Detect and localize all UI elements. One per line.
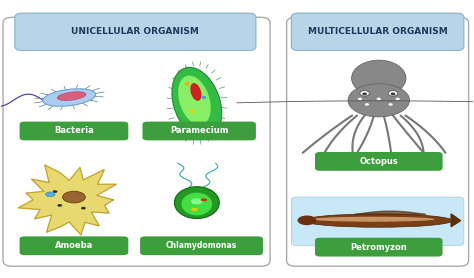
FancyBboxPatch shape	[287, 17, 469, 266]
Text: Chlamydomonas: Chlamydomonas	[166, 241, 237, 250]
Ellipse shape	[57, 92, 86, 100]
Text: Bacteria: Bacteria	[54, 126, 94, 135]
Ellipse shape	[348, 84, 410, 117]
FancyBboxPatch shape	[3, 17, 270, 266]
Ellipse shape	[362, 93, 367, 95]
Ellipse shape	[312, 217, 435, 222]
Ellipse shape	[53, 190, 57, 193]
Ellipse shape	[365, 103, 369, 106]
Text: Petromyzon: Petromyzon	[350, 243, 407, 252]
FancyBboxPatch shape	[292, 197, 464, 245]
Ellipse shape	[377, 98, 381, 100]
Ellipse shape	[182, 193, 212, 215]
Ellipse shape	[388, 91, 398, 96]
Ellipse shape	[178, 76, 211, 125]
Ellipse shape	[57, 204, 62, 207]
Text: Paramecium: Paramecium	[170, 126, 228, 135]
Ellipse shape	[185, 82, 190, 85]
Ellipse shape	[389, 103, 393, 106]
Polygon shape	[18, 165, 116, 235]
FancyBboxPatch shape	[140, 236, 263, 255]
Polygon shape	[451, 214, 461, 227]
Text: Octopus: Octopus	[359, 157, 398, 166]
Ellipse shape	[352, 60, 406, 96]
Ellipse shape	[201, 198, 207, 201]
Ellipse shape	[303, 214, 452, 227]
Ellipse shape	[190, 110, 194, 113]
FancyBboxPatch shape	[143, 121, 256, 140]
Ellipse shape	[201, 96, 206, 99]
FancyBboxPatch shape	[19, 121, 128, 140]
Text: UNICELLULAR ORGANISM: UNICELLULAR ORGANISM	[72, 27, 200, 36]
Ellipse shape	[63, 191, 85, 203]
Ellipse shape	[190, 83, 201, 101]
FancyBboxPatch shape	[292, 13, 464, 51]
FancyBboxPatch shape	[15, 13, 256, 51]
Ellipse shape	[191, 208, 198, 211]
Ellipse shape	[360, 91, 369, 96]
Ellipse shape	[191, 198, 203, 204]
Ellipse shape	[174, 187, 219, 219]
Ellipse shape	[199, 123, 204, 127]
Ellipse shape	[172, 67, 222, 139]
FancyBboxPatch shape	[315, 152, 443, 171]
Text: Amoeba: Amoeba	[55, 241, 93, 250]
Ellipse shape	[298, 215, 317, 225]
Ellipse shape	[396, 98, 400, 100]
Ellipse shape	[81, 207, 86, 210]
FancyBboxPatch shape	[19, 236, 128, 255]
Ellipse shape	[358, 98, 362, 100]
Ellipse shape	[43, 89, 96, 106]
FancyBboxPatch shape	[315, 238, 443, 257]
Ellipse shape	[391, 93, 395, 95]
Ellipse shape	[46, 192, 55, 197]
Text: MULTICELLULAR ORGANISM: MULTICELLULAR ORGANISM	[308, 27, 447, 36]
